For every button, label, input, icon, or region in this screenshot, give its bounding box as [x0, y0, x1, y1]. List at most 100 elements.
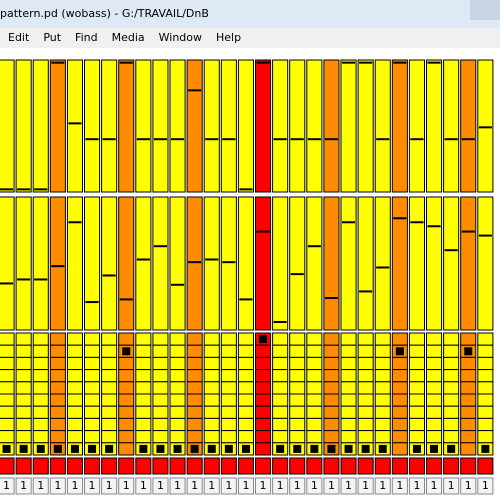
toggle[interactable]: [340, 344, 357, 358]
toggle[interactable]: [32, 344, 49, 358]
toggle[interactable]: [49, 332, 66, 346]
toggle[interactable]: [340, 405, 357, 419]
toggle[interactable]: [152, 369, 169, 383]
toggle[interactable]: [460, 430, 477, 444]
toggle[interactable]: [272, 417, 289, 432]
toggle[interactable]: [408, 356, 425, 371]
number-box[interactable]: [374, 477, 391, 495]
toggle[interactable]: [374, 393, 391, 407]
toggle[interactable]: [186, 332, 203, 346]
slider[interactable]: [408, 196, 425, 331]
toggle[interactable]: [135, 405, 152, 419]
bang[interactable]: [289, 457, 306, 475]
toggle[interactable]: [203, 332, 220, 346]
toggle[interactable]: [135, 332, 152, 346]
toggle[interactable]: [289, 332, 306, 346]
toggle[interactable]: [426, 332, 443, 346]
toggle[interactable]: [374, 417, 391, 432]
toggle[interactable]: [203, 381, 220, 395]
toggle[interactable]: [443, 417, 460, 432]
slider[interactable]: [289, 59, 306, 193]
toggle[interactable]: [32, 332, 49, 346]
toggle[interactable]: [426, 405, 443, 419]
toggle[interactable]: [118, 393, 135, 407]
toggle[interactable]: [306, 405, 323, 419]
toggle[interactable]: [357, 417, 374, 432]
toggle[interactable]: [84, 417, 101, 432]
toggle[interactable]: [289, 381, 306, 395]
toggle[interactable]: [255, 381, 272, 395]
toggle[interactable]: [84, 393, 101, 407]
toggle[interactable]: [49, 381, 66, 395]
number-box[interactable]: [135, 477, 152, 495]
slider[interactable]: [323, 196, 340, 331]
number-box[interactable]: [152, 477, 169, 495]
toggle[interactable]: [374, 344, 391, 358]
toggle[interactable]: [152, 356, 169, 371]
slider[interactable]: [272, 196, 289, 331]
toggle[interactable]: [374, 369, 391, 383]
toggle[interactable]: [49, 430, 66, 444]
slider[interactable]: [340, 59, 357, 193]
toggle[interactable]: [203, 369, 220, 383]
toggle[interactable]: [237, 381, 254, 395]
number-box[interactable]: [272, 477, 289, 495]
slider[interactable]: [101, 196, 118, 331]
toggle[interactable]: [374, 356, 391, 371]
slider[interactable]: [32, 59, 49, 193]
toggle[interactable]: [237, 356, 254, 371]
toggle[interactable]: [15, 417, 32, 432]
toggle[interactable]: [374, 332, 391, 346]
toggle[interactable]: [357, 332, 374, 346]
toggle[interactable]: [426, 430, 443, 444]
slider[interactable]: [408, 59, 425, 193]
toggle[interactable]: [186, 430, 203, 444]
toggle[interactable]: [391, 381, 408, 395]
toggle[interactable]: [135, 381, 152, 395]
menu-item[interactable]: Media: [112, 31, 145, 44]
toggle[interactable]: [186, 381, 203, 395]
toggle[interactable]: [169, 417, 186, 432]
toggle[interactable]: [49, 393, 66, 407]
bang[interactable]: [169, 457, 186, 475]
toggle[interactable]: [169, 356, 186, 371]
toggle[interactable]: [84, 405, 101, 419]
slider[interactable]: [220, 59, 237, 193]
number-box[interactable]: [477, 477, 494, 495]
toggle[interactable]: [272, 405, 289, 419]
toggle[interactable]: [323, 381, 340, 395]
toggle[interactable]: [391, 430, 408, 444]
toggle[interactable]: [49, 344, 66, 358]
toggle[interactable]: [0, 405, 15, 419]
slider[interactable]: [135, 59, 152, 193]
toggle[interactable]: [49, 356, 66, 371]
toggle[interactable]: [152, 393, 169, 407]
bang[interactable]: [118, 457, 135, 475]
toggle[interactable]: [203, 393, 220, 407]
toggle[interactable]: [408, 381, 425, 395]
slider[interactable]: [391, 196, 408, 331]
toggle[interactable]: [443, 393, 460, 407]
toggle[interactable]: [340, 332, 357, 346]
toggle[interactable]: [426, 344, 443, 358]
slider[interactable]: [186, 196, 203, 331]
toggle[interactable]: [323, 417, 340, 432]
bang[interactable]: [220, 457, 237, 475]
toggle[interactable]: [66, 369, 84, 383]
toggle[interactable]: [391, 393, 408, 407]
toggle[interactable]: [237, 332, 254, 346]
slider[interactable]: [135, 196, 152, 331]
toggle[interactable]: [306, 332, 323, 346]
number-box[interactable]: [0, 477, 15, 495]
toggle[interactable]: [84, 381, 101, 395]
number-box[interactable]: [306, 477, 323, 495]
toggle[interactable]: [340, 393, 357, 407]
toggle[interactable]: [237, 430, 254, 444]
toggle[interactable]: [460, 393, 477, 407]
number-box[interactable]: [323, 477, 340, 495]
bang[interactable]: [15, 457, 32, 475]
toggle[interactable]: [323, 430, 340, 444]
toggle[interactable]: [220, 393, 237, 407]
bang[interactable]: [49, 457, 66, 475]
toggle[interactable]: [32, 417, 49, 432]
